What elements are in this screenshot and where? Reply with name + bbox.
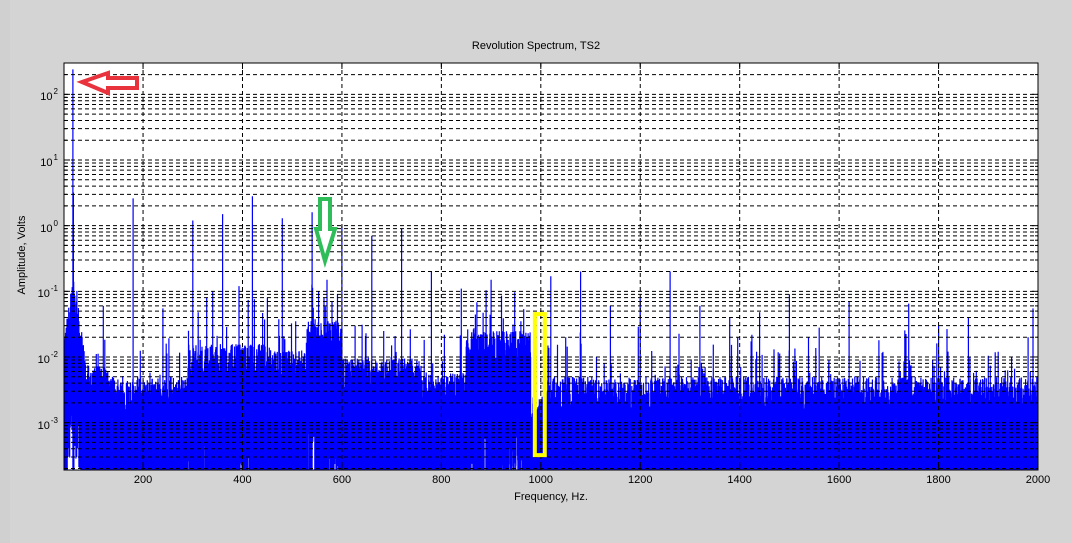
x-axis-label: Frequency, Hz. [514,491,588,503]
window-edge [0,0,10,543]
x-tick-label: 1600 [826,474,852,486]
yellow-box-annotation [532,312,547,458]
y-tick-label: 100 [40,218,58,235]
tick-marks [64,63,1039,470]
x-tick-label: 1400 [727,474,752,486]
y-tick-label: 102 [40,87,58,104]
x-tick-label: 1200 [627,474,653,486]
y-tick-label: 10-2 [37,349,58,366]
x-tick-label: 1000 [528,474,554,486]
y-tick-label: 101 [40,152,58,169]
y-tick-label: 10-3 [37,415,58,432]
x-tick-label: 200 [133,474,153,486]
axes-frame [63,62,1039,471]
grid-lines [64,63,1038,470]
x-tick-label: 2000 [1025,474,1051,486]
y-tick-label: 10-1 [37,284,58,301]
x-tick-label: 600 [332,474,352,486]
spectrum-trace [64,69,1038,470]
y-axis-label: Amplitude, Volts [16,215,28,295]
x-tick-label: 400 [233,474,252,486]
chart-title: Revolution Spectrum, TS2 [471,40,601,52]
x-tick-label: 800 [432,474,451,486]
red-arrow-icon [76,70,139,97]
green-arrow-icon [313,197,338,269]
x-tick-label: 1800 [926,474,951,486]
